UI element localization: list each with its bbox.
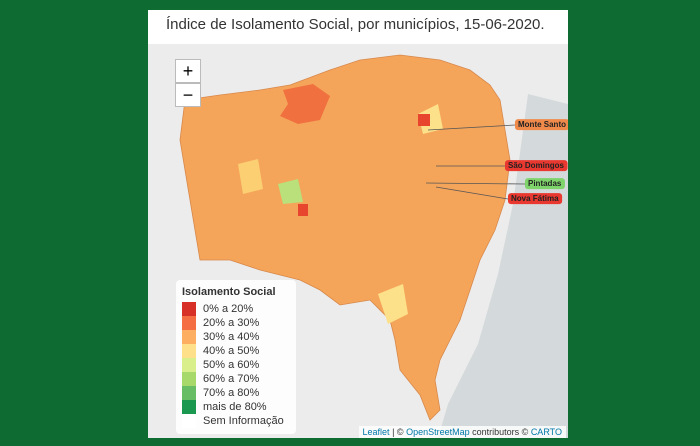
legend-label: 70% a 80% xyxy=(203,387,260,399)
title: Índice de Isolamento Social, por municíp… xyxy=(166,16,545,33)
legend-swatch xyxy=(182,330,196,344)
legend-item: 40% a 50% xyxy=(182,344,290,358)
legend-swatch xyxy=(182,344,196,358)
place-label: Pintadas xyxy=(528,179,562,188)
region xyxy=(280,84,330,124)
legend-swatch xyxy=(182,358,196,372)
legend-item: 60% a 70% xyxy=(182,372,290,386)
pointer-line xyxy=(427,124,516,131)
place-label: Nova Fátima xyxy=(511,194,559,203)
legend-item: Sem Informação xyxy=(182,414,290,428)
legend-label: Sem Informação xyxy=(203,415,284,427)
legend-label: 50% a 60% xyxy=(203,359,260,371)
legend-item: 20% a 30% xyxy=(182,316,290,330)
place-label-bg xyxy=(508,193,563,205)
legend-item: 70% a 80% xyxy=(182,386,290,400)
legend-item: 0% a 20% xyxy=(182,302,290,316)
link[interactable]: CARTO xyxy=(530,427,562,437)
zoom-in[interactable]: + xyxy=(175,59,201,83)
link[interactable]: OpenStreetMap xyxy=(406,427,470,437)
legend-title: Isolamento Social xyxy=(182,286,276,298)
legend-swatch xyxy=(182,302,196,316)
state-shape xyxy=(179,54,511,421)
zoom-out[interactable]: − xyxy=(175,83,201,107)
legend-swatch xyxy=(182,372,196,386)
legend-swatch xyxy=(182,386,196,400)
legend-label: 60% a 70% xyxy=(203,373,260,385)
place-label: Monte Santo xyxy=(518,120,566,129)
legend-item: 30% a 40% xyxy=(182,330,290,344)
legend-item: 50% a 60% xyxy=(182,358,290,372)
place-label-bg xyxy=(525,178,565,190)
legend-label: 20% a 30% xyxy=(203,317,260,329)
legend-label: 0% a 20% xyxy=(203,303,254,315)
legend-swatch xyxy=(182,316,196,330)
legend-label: 40% a 50% xyxy=(203,345,260,357)
legend-label: mais de 80% xyxy=(203,401,267,413)
attribution: Leaflet | © OpenStreetMap contributors ©… xyxy=(358,426,566,438)
pointer-line xyxy=(435,186,509,200)
legend: Isolamento Social 0% a 20% 20% a 30% 30% a… xyxy=(176,280,296,434)
region xyxy=(418,114,430,126)
place-label-bg xyxy=(505,160,568,172)
text: contributors © xyxy=(472,427,529,437)
place-label: São Domingos xyxy=(508,161,565,170)
panel: Índice de Isolamento Social, por municíp… xyxy=(148,10,568,438)
region xyxy=(238,159,263,194)
legend-item: mais de 80% xyxy=(182,400,290,414)
legend-label: 30% a 40% xyxy=(203,331,260,343)
link[interactable]: Leaflet xyxy=(362,427,390,437)
region xyxy=(418,104,443,134)
place-label-bg xyxy=(515,119,568,131)
region xyxy=(298,204,308,216)
pointer-line xyxy=(425,182,526,185)
legend-swatch xyxy=(182,400,196,414)
text: | © xyxy=(392,427,404,437)
region xyxy=(278,179,303,204)
legend-swatch xyxy=(182,414,196,428)
region xyxy=(378,284,408,324)
